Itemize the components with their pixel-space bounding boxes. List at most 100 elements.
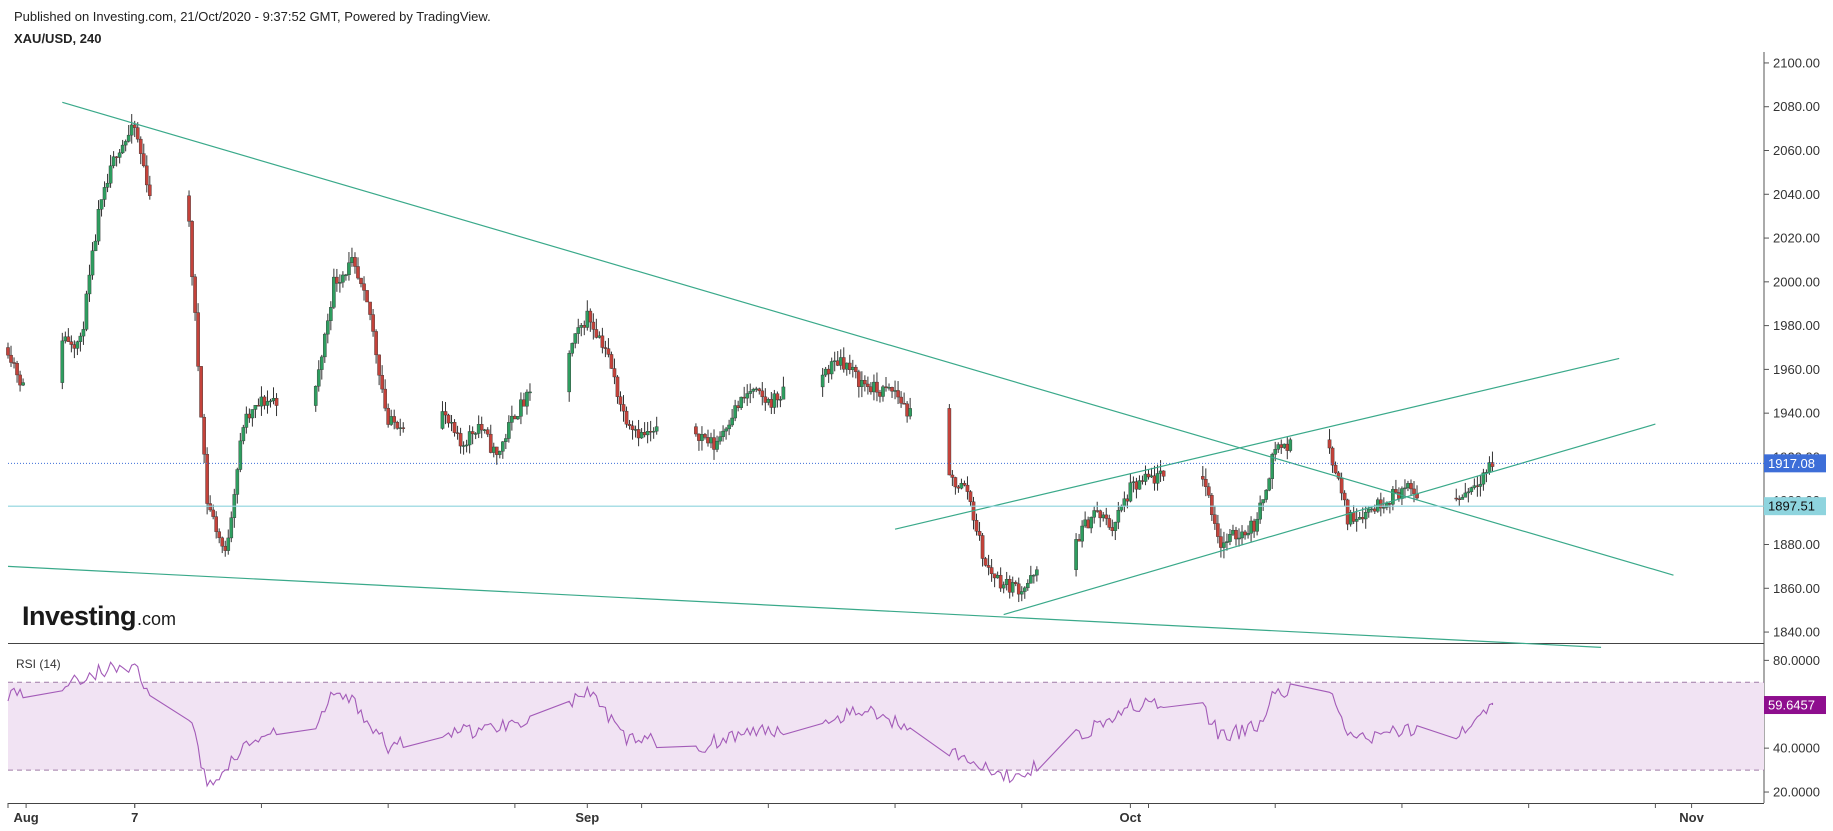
candle-body xyxy=(516,416,520,420)
candle-body xyxy=(1113,521,1118,531)
candle-body xyxy=(268,400,273,403)
candle-body xyxy=(15,363,19,376)
candle-body xyxy=(998,575,1003,589)
candle-body xyxy=(494,446,499,455)
candle-body xyxy=(854,366,858,372)
time-tick-label: Sep xyxy=(575,810,599,825)
candle-body xyxy=(1243,531,1247,536)
candle-body xyxy=(220,537,225,547)
candle-body xyxy=(1143,473,1148,482)
candle-body xyxy=(588,310,593,323)
candle-body xyxy=(479,424,484,431)
rsi-band xyxy=(8,682,1764,771)
candle-body xyxy=(72,344,77,349)
candlestick-series xyxy=(6,114,1495,603)
candle-body xyxy=(1207,486,1211,496)
candle-body xyxy=(1201,476,1205,480)
candle-body xyxy=(887,387,891,389)
candle-body xyxy=(582,325,587,328)
candle-body xyxy=(455,432,460,434)
candle-body xyxy=(271,397,276,402)
candle-body xyxy=(1388,503,1392,505)
time-tick-label: Nov xyxy=(1679,810,1704,825)
candle-body xyxy=(609,354,614,369)
logo-suffix-text: .com xyxy=(137,609,176,629)
price-tick-label: 1840.00 xyxy=(1773,625,1820,640)
candle-body xyxy=(81,329,86,337)
candle-body xyxy=(485,429,490,435)
candle-body xyxy=(775,393,780,401)
candle-body xyxy=(6,347,10,356)
candle-body xyxy=(642,432,647,436)
candle-body xyxy=(87,274,92,295)
candle-body xyxy=(953,477,958,488)
candle-body xyxy=(84,293,89,330)
candle-body xyxy=(724,428,728,432)
candle-body xyxy=(1016,583,1021,595)
candle-body xyxy=(1273,449,1278,455)
candle-body xyxy=(1077,539,1081,542)
candle-body xyxy=(1394,489,1398,493)
candle-body xyxy=(884,386,888,388)
candle-body xyxy=(117,152,122,158)
candle-body xyxy=(473,433,478,435)
candle-body xyxy=(323,333,327,358)
candle-body xyxy=(199,366,203,418)
candle-body xyxy=(579,325,584,328)
candle-body xyxy=(353,257,357,267)
candle-body xyxy=(1146,473,1151,478)
candle-body xyxy=(573,333,578,344)
candle-body xyxy=(253,405,258,410)
candle-body xyxy=(60,340,65,383)
candle-body xyxy=(501,441,505,452)
candle-body xyxy=(443,411,448,416)
chart-frame xyxy=(8,52,1765,804)
candle-body xyxy=(841,357,846,370)
candle-body xyxy=(1255,518,1259,532)
candle-body xyxy=(1083,519,1087,527)
candle-body xyxy=(522,399,526,407)
candle-body xyxy=(205,454,209,504)
candle-body xyxy=(1276,444,1281,450)
candle-body xyxy=(627,423,632,426)
price-tick-label: 2060.00 xyxy=(1773,143,1820,158)
candle-body xyxy=(226,537,231,551)
candle-body xyxy=(211,509,215,517)
candle-body xyxy=(386,407,390,425)
candle-body xyxy=(1116,510,1121,523)
candle-body xyxy=(881,386,885,397)
candle-body xyxy=(244,413,249,428)
candle-body xyxy=(947,408,952,476)
candle-body xyxy=(1237,537,1241,540)
candle-body xyxy=(1119,506,1124,511)
candle-body xyxy=(902,403,906,405)
candle-body xyxy=(389,416,393,425)
candle-body xyxy=(826,368,831,375)
time-axis: Aug 7 Sep Oct Nov xyxy=(7,803,1705,825)
candle-body xyxy=(851,366,855,370)
candle-body xyxy=(1357,517,1362,520)
candle-body xyxy=(844,362,849,370)
candle-body xyxy=(1158,470,1163,474)
candle-body xyxy=(1288,439,1293,451)
candle-body xyxy=(129,124,134,136)
candle-body xyxy=(772,393,777,408)
candle-body xyxy=(341,274,345,283)
candle-body xyxy=(362,283,366,291)
candle-body xyxy=(1469,487,1474,493)
candle-body xyxy=(878,391,882,397)
candle-body xyxy=(1219,536,1223,548)
candle-body xyxy=(105,182,110,188)
symbol-label: XAU/USD, 240 xyxy=(14,31,102,46)
candle-body xyxy=(600,335,605,348)
price-tick-label: 1880.00 xyxy=(1773,537,1820,552)
candle-body xyxy=(1137,480,1142,490)
candle-body xyxy=(1412,488,1416,495)
chart-header: Published on Investing.com, 21/Oct/2020 … xyxy=(14,8,491,48)
candle-body xyxy=(126,134,131,142)
candle-body xyxy=(1074,539,1078,570)
candle-body xyxy=(1333,464,1338,474)
candle-body xyxy=(1487,462,1492,473)
candle-body xyxy=(238,440,243,470)
